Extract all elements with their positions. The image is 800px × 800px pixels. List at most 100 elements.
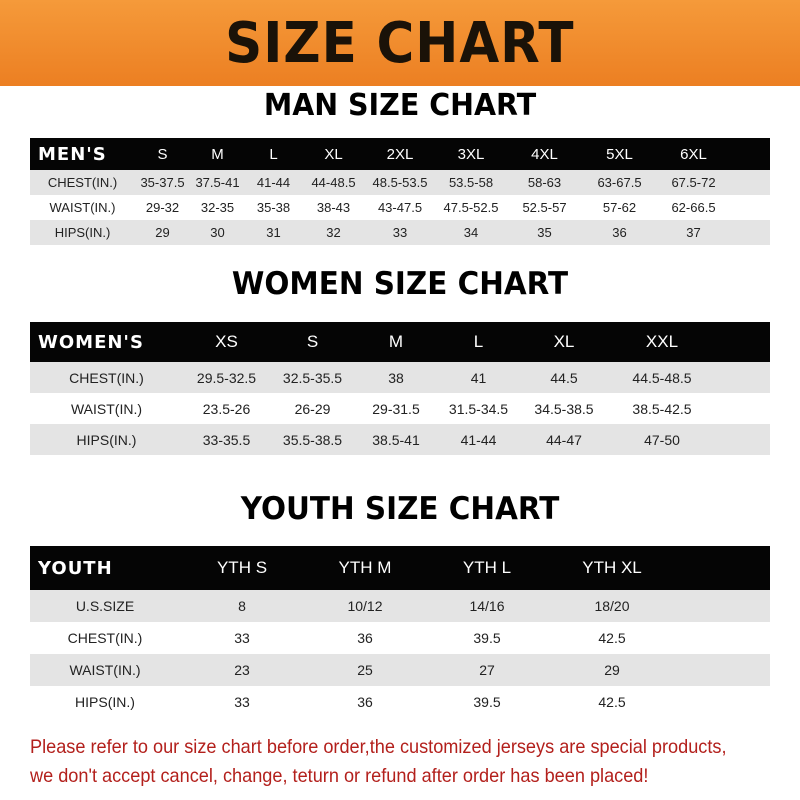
- measurement-cell: 25: [357, 662, 373, 678]
- measurement-cell: 31.5-34.5: [448, 400, 509, 417]
- men-size-table: MEN'S S M L XL 2XL 3XL 4XL 5XL 6XL CHEST(IN.) 35-37…: [30, 138, 770, 245]
- table-row: CHEST(IN.) 33 36 39.5 42.5: [30, 622, 770, 654]
- women-section-title: WOMEN SIZE CHART: [231, 266, 569, 302]
- row-label: WAIST(IN.): [49, 200, 116, 215]
- measurement-cell: 38.5-42.5: [632, 400, 692, 417]
- row-label: WAIST(IN.): [69, 662, 141, 678]
- measurement-cell: 62-66.5: [671, 200, 716, 215]
- size-header-cell: S: [306, 332, 319, 351]
- row-label: CHEST(IN.): [69, 369, 144, 386]
- measurement-cell: 52.5-57: [522, 200, 567, 215]
- table-row: WAIST(IN.) 23.5-26 26-29 29-31.5 31.5-34.5 34…: [30, 393, 770, 424]
- header-row: WOMEN'S XS S M L XL XXL: [30, 322, 770, 362]
- header-label: YOUTH: [38, 557, 113, 579]
- header-row: YOUTH YTH S YTH M YTH L YTH XL: [30, 546, 770, 590]
- measurement-cell: 29.5-32.5: [196, 369, 257, 386]
- measurement-cell: 32: [326, 225, 341, 240]
- measurement-cell: 35-38: [256, 200, 291, 215]
- measurement-cell: 44-48.5: [311, 175, 356, 190]
- measurement-cell: 44.5: [550, 369, 578, 386]
- measurement-cell: 36: [357, 694, 373, 710]
- row-label: HIPS(IN.): [75, 694, 135, 710]
- table-row: WAIST(IN.) 29-32 32-35 35-38 38-43 43-47.5 47.…: [30, 195, 770, 220]
- table-row: CHEST(IN.) 29.5-32.5 32.5-35.5 38 41 44.5 44.5…: [30, 362, 770, 393]
- measurement-cell: 26-29: [294, 400, 331, 417]
- size-header-cell: 3XL: [457, 145, 485, 163]
- header-row: MEN'S S M L XL 2XL 3XL 4XL 5XL 6XL: [30, 138, 770, 170]
- size-header-cell: YTH M: [338, 558, 392, 577]
- measurement-cell: 33: [234, 630, 250, 646]
- measurement-cell: 34: [463, 225, 479, 240]
- measurement-cell: 18/20: [594, 598, 630, 614]
- measurement-cell: 23: [234, 662, 250, 678]
- measurement-cell: 48.5-53.5: [372, 175, 428, 190]
- measurement-cell: 31: [266, 225, 281, 240]
- row-label: HIPS(IN.): [76, 431, 137, 448]
- women-size-table: WOMEN'S XS S M L XL XXL CHEST(IN.) 29.5-32.5 32.5…: [30, 322, 770, 455]
- measurement-cell: 47-50: [644, 431, 680, 448]
- measurement-cell: 32.5-35.5: [282, 369, 343, 386]
- size-header-cell: YTH S: [216, 558, 268, 577]
- measurement-cell: 35.5-38.5: [282, 431, 343, 448]
- size-header-cell: XXL: [645, 332, 679, 351]
- size-header-cell: 4XL: [531, 145, 558, 163]
- measurement-cell: 8: [238, 598, 246, 614]
- row-label: CHEST(IN.): [47, 175, 118, 190]
- banner-title: SIZE CHART: [225, 10, 575, 76]
- size-header-cell: 2XL: [386, 145, 414, 163]
- measurement-cell: 29-31.5: [372, 400, 420, 417]
- measurement-cell: 14/16: [469, 598, 505, 614]
- measurement-cell: 53.5-58: [448, 175, 494, 190]
- measurement-cell: 67.5-72: [671, 175, 716, 190]
- row-label: HIPS(IN.): [54, 225, 111, 240]
- size-header-cell: S: [157, 145, 168, 163]
- measurement-cell: 57-62: [602, 200, 637, 215]
- men-section-title: MAN SIZE CHART: [263, 88, 537, 123]
- size-header-cell: XS: [215, 332, 238, 351]
- measurement-cell: 10/12: [347, 598, 383, 614]
- measurement-cell: 37: [686, 225, 701, 240]
- measurement-cell: 29: [604, 662, 620, 678]
- measurement-cell: 42.5: [598, 694, 626, 710]
- size-header-cell: YTH XL: [582, 558, 642, 577]
- table-row: HIPS(IN.) 33-35.5 35.5-38.5 38.5-41 41-44 44-…: [30, 424, 770, 455]
- measurement-cell: 33-35.5: [202, 431, 251, 448]
- size-header-cell: L: [269, 145, 278, 163]
- measurement-cell: 39.5: [473, 630, 501, 646]
- measurement-cell: 34.5-38.5: [534, 400, 594, 417]
- size-header-cell: XL: [324, 145, 343, 163]
- measurement-cell: 63-67.5: [597, 175, 642, 190]
- notice-line-1: Please refer to our size chart before or…: [30, 736, 727, 758]
- row-label: CHEST(IN.): [67, 630, 143, 646]
- size-header-cell: 5XL: [606, 145, 633, 163]
- measurement-cell: 33: [234, 694, 250, 710]
- size-header-cell: 6XL: [680, 145, 707, 163]
- size-header-cell: XL: [553, 332, 575, 351]
- size-header-cell: M: [211, 145, 224, 163]
- measurement-cell: 38: [388, 369, 404, 386]
- measurement-cell: 41: [470, 369, 487, 386]
- measurement-cell: 32-35: [200, 200, 235, 215]
- measurement-cell: 58-63: [527, 175, 562, 190]
- measurement-cell: 41-44: [460, 431, 497, 448]
- measurement-cell: 35-37.5: [140, 175, 185, 190]
- measurement-cell: 44-47: [546, 431, 582, 448]
- size-header-cell: L: [473, 332, 484, 351]
- measurement-cell: 37.5-41: [195, 175, 240, 190]
- measurement-cell: 27: [479, 662, 495, 678]
- measurement-cell: 38-43: [316, 200, 351, 215]
- measurement-cell: 33: [392, 225, 408, 240]
- measurement-cell: 36: [612, 225, 627, 240]
- header-label: WOMEN'S: [38, 331, 144, 353]
- measurement-cell: 23.5-26: [202, 400, 251, 417]
- row-label: U.S.SIZE: [75, 598, 135, 614]
- size-header-cell: M: [388, 332, 404, 351]
- row-label: WAIST(IN.): [70, 400, 143, 417]
- measurement-cell: 41-44: [256, 175, 291, 190]
- measurement-cell: 44.5-48.5: [632, 369, 692, 386]
- youth-size-table: YOUTH YTH S YTH M YTH L YTH XL U.S.SIZE 8 10/12…: [30, 546, 770, 718]
- measurement-cell: 29-32: [145, 200, 180, 215]
- table-row: WAIST(IN.) 23 25 27 29: [30, 654, 770, 686]
- measurement-cell: 30: [210, 225, 225, 240]
- measurement-cell: 29: [155, 225, 170, 240]
